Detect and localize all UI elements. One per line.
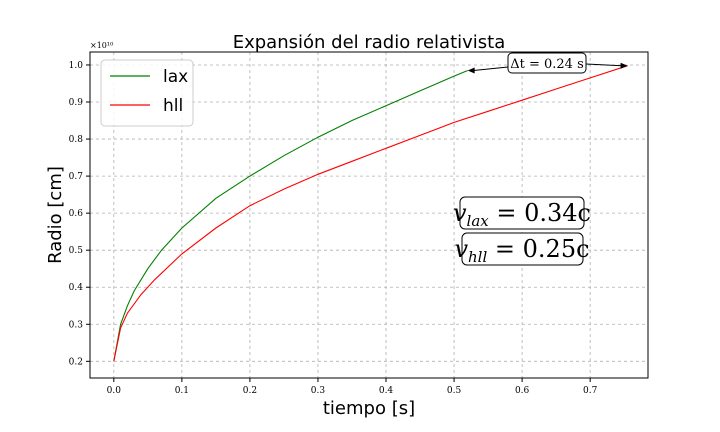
delta-t-arrowhead-right bbox=[620, 62, 628, 69]
x-tick-label: 0.7 bbox=[583, 386, 598, 396]
legend-label-lax: lax bbox=[163, 67, 188, 87]
v-hll-value: = 0.25c bbox=[487, 235, 589, 263]
y-tick-label: 0.6 bbox=[69, 209, 84, 219]
delta-t-arrowhead-left bbox=[467, 67, 475, 74]
y-tick-label: 0.5 bbox=[69, 246, 84, 256]
v-lax-symbol: v bbox=[453, 199, 467, 227]
v-hll-symbol: v bbox=[454, 235, 468, 263]
x-axis-label: tiempo [s] bbox=[323, 398, 415, 419]
v-lax-annotation: vlax = 0.34c bbox=[453, 196, 591, 230]
x-tick-label: 0.3 bbox=[311, 386, 326, 396]
ticks: 0.0 0.1 0.2 0.3 0.4 0.5 0.6 0.7 0.2 0.3 0.4 0.5 0.6 0… bbox=[69, 61, 598, 396]
x-tick-label: 0.6 bbox=[515, 386, 530, 396]
v-hll-text: vhll = 0.25c bbox=[454, 235, 589, 266]
x-tick-label: 0.1 bbox=[175, 386, 189, 396]
grid bbox=[90, 52, 648, 378]
y-tick-label: 0.3 bbox=[69, 320, 84, 330]
x-tick-label: 0.0 bbox=[107, 386, 122, 396]
delta-t-box bbox=[507, 52, 587, 74]
plot-frame bbox=[89, 51, 649, 379]
v-hll-box bbox=[461, 232, 584, 266]
delta-t-arrow-right bbox=[585, 63, 622, 67]
legend-label-hll: hll bbox=[163, 96, 183, 116]
y-tick-label: 1.0 bbox=[69, 61, 84, 71]
y-tick-label: 0.2 bbox=[69, 357, 83, 367]
y-tick-label: 0.7 bbox=[69, 172, 84, 182]
y-axis-label: Radio [cm] bbox=[45, 166, 66, 264]
chart-title: Expansión del radio relativista bbox=[233, 32, 506, 53]
y-multiplier-label: ×10¹⁰ bbox=[90, 41, 113, 50]
delta-t-annotation: Δt = 0.24 s bbox=[467, 52, 628, 74]
legend: lax hll bbox=[100, 59, 194, 127]
series-line-lax bbox=[113, 69, 468, 362]
delta-t-arrow-left bbox=[473, 66, 509, 72]
y-tick-label: 0.8 bbox=[69, 135, 84, 145]
delta-t-text: Δt = 0.24 s bbox=[510, 57, 584, 72]
v-lax-value: = 0.34c bbox=[489, 199, 591, 227]
series-layer bbox=[113, 65, 628, 362]
v-hll-annotation: vhll = 0.25c bbox=[454, 232, 590, 266]
v-lax-text: vlax = 0.34c bbox=[453, 199, 591, 230]
v-lax-box bbox=[459, 196, 585, 230]
series-line-hll bbox=[113, 65, 628, 362]
v-lax-subscript: lax bbox=[467, 212, 490, 230]
y-tick-label: 0.4 bbox=[69, 283, 84, 293]
x-tick-label: 0.5 bbox=[447, 386, 462, 396]
x-tick-label: 0.2 bbox=[243, 386, 257, 396]
x-tick-label: 0.4 bbox=[379, 386, 394, 396]
v-hll-subscript: hll bbox=[468, 248, 487, 266]
y-tick-label: 0.9 bbox=[69, 98, 84, 108]
